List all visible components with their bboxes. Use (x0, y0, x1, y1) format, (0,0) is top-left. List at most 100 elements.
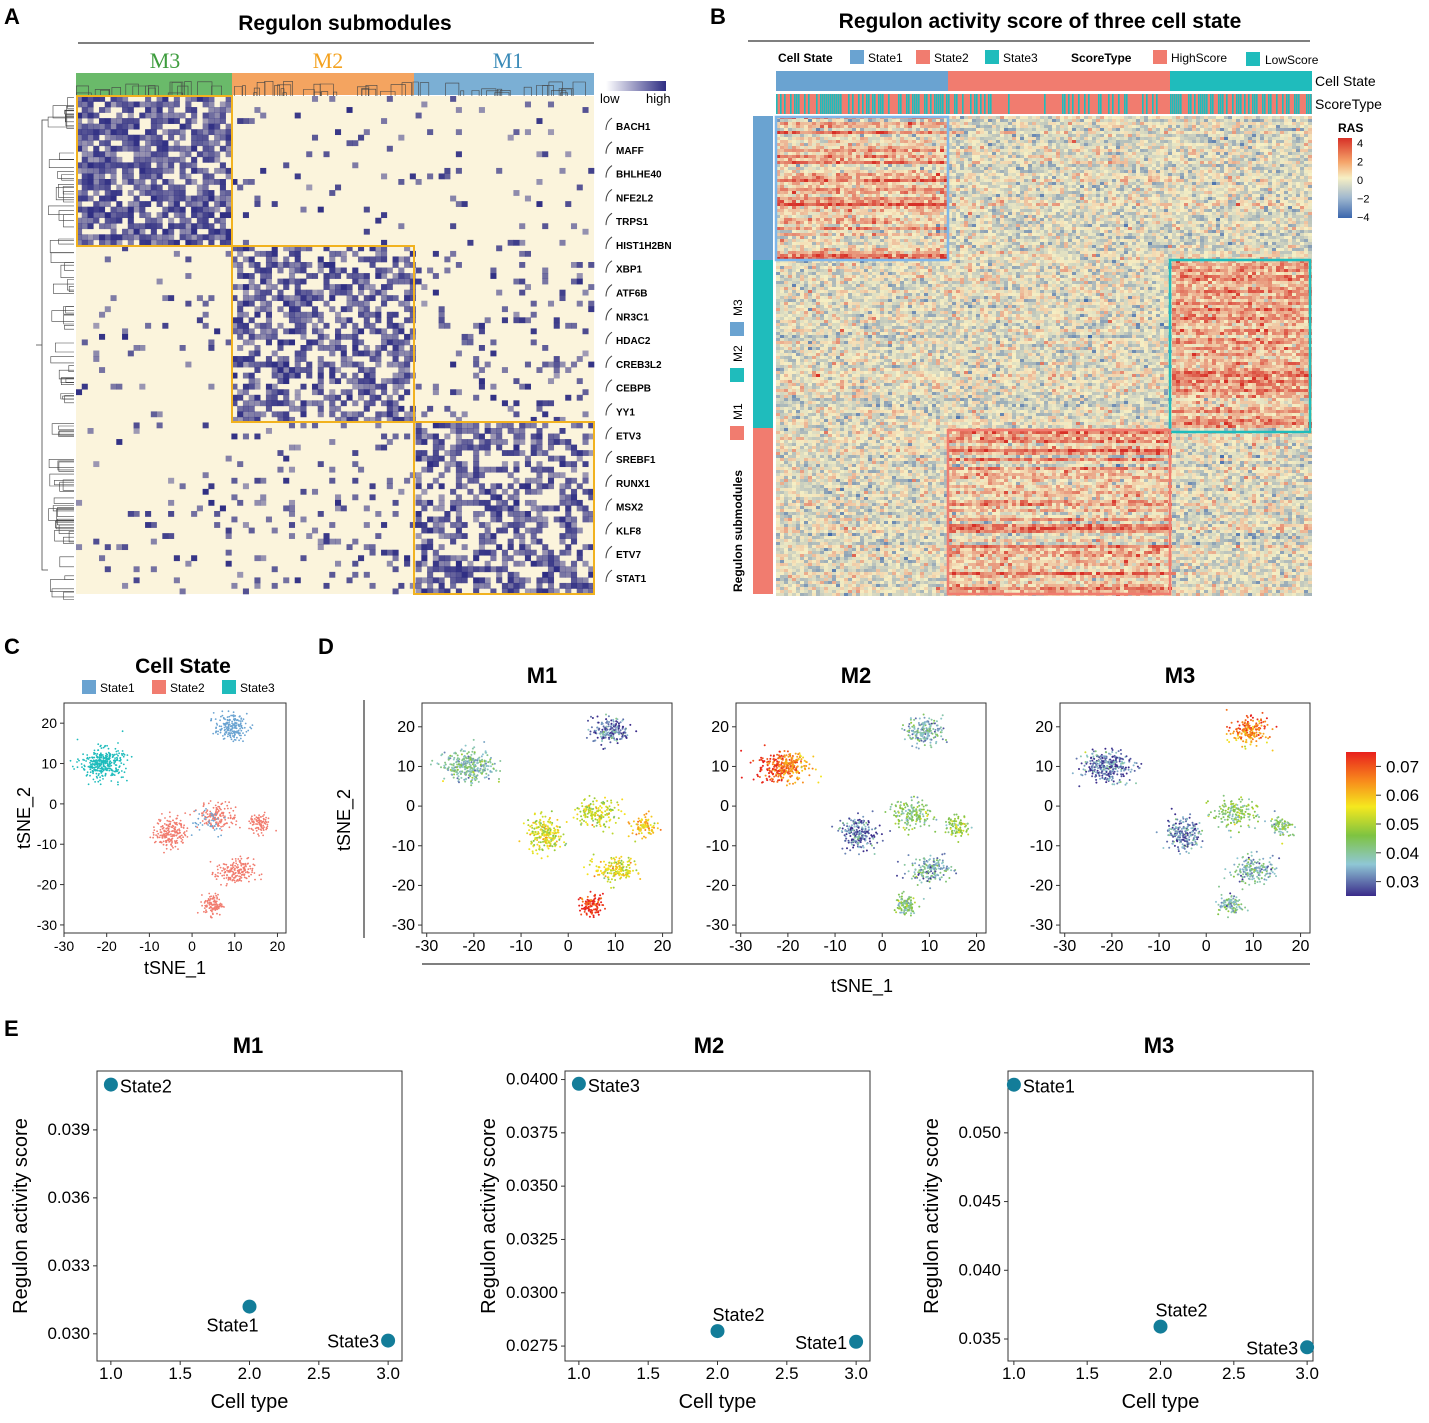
x-tick-label: 10 (606, 938, 624, 955)
e-point (104, 1078, 118, 1092)
ras-colorbar-ticks: 420−2−4 (1357, 138, 1370, 224)
regulon-label: HIST1H2BN (616, 241, 672, 252)
x-tick-label: 2.0 (706, 1364, 730, 1383)
e-title: M2 (694, 1033, 725, 1058)
y-tick-label: -10 (37, 836, 57, 852)
low-high-colorbar (606, 81, 666, 91)
x-tick-label: 2.5 (775, 1364, 799, 1383)
e-ylabel: Regulon activity score (478, 1118, 500, 1314)
d-colorbar-ticks: 0.070.060.050.040.03 (1376, 757, 1419, 891)
panel-letter-d: D (318, 634, 334, 659)
regulon-label: HDAC2 (616, 336, 651, 347)
ras-colorbar-title: RAS (1338, 121, 1363, 135)
row-group-title: Regulon submodules (731, 470, 745, 592)
legend-highscore: HighScore (1171, 51, 1227, 65)
y-tick-label: 20 (397, 719, 415, 736)
x-tick-label: -30 (415, 938, 438, 955)
module-bar-m1 (414, 73, 594, 95)
y-tick-label: 0.0400 (506, 1070, 558, 1089)
row-group-m2: M2 (731, 345, 745, 362)
x-tick-label: 0 (188, 938, 196, 954)
ras-tick: 2 (1357, 157, 1363, 169)
d-colorbar-tick: 0.04 (1386, 844, 1419, 863)
y-tick-label: 0 (720, 798, 729, 815)
panel-c: Cell State State1 State2 State3 -30 -20 -1… (14, 655, 286, 979)
legend-low: low (600, 91, 620, 106)
x-tick-label: -20 (97, 938, 117, 954)
e-plot-m2: M21.0 1.5 2.0 2.5 3.00.04000.03750.03500.032… (478, 1033, 870, 1413)
regulon-label: NFE2L2 (616, 193, 654, 204)
legend-state1: State1 (868, 51, 903, 65)
x-tick-label: 2.5 (1222, 1364, 1246, 1383)
panel-letter-c: C (4, 634, 20, 659)
module-label-m2: M2 (313, 48, 344, 73)
c-xlabel: tSNE_1 (144, 958, 206, 979)
c-legend-state1: State1 (100, 681, 135, 695)
ras-tick: 0 (1357, 175, 1363, 187)
e-point-label: State3 (1246, 1338, 1298, 1358)
d-title-m1: M1 (527, 663, 558, 688)
e-xlabel: Cell type (1122, 1391, 1200, 1413)
x-tick-label: 20 (1292, 938, 1310, 955)
x-tick-label: -30 (1053, 938, 1076, 955)
c-legend-state2: State2 (170, 681, 205, 695)
x-tick-label: 2.0 (1149, 1364, 1173, 1383)
panel-b: Regulon activity score of three cell sta… (730, 10, 1382, 596)
legend-title-score-type: ScoreType (1071, 51, 1132, 65)
x-tick-label: 0 (1202, 938, 1211, 955)
regulon-label: ATF6B (616, 289, 647, 300)
y-tick-label: -20 (392, 877, 415, 894)
y-tick-label: 0.045 (958, 1192, 1001, 1211)
e-point-label: State1 (795, 1333, 847, 1353)
regulon-label: TRPS1 (616, 217, 649, 228)
x-tick-label: -30 (54, 938, 74, 954)
regulon-label: MAFF (616, 146, 644, 157)
regulon-label: BHLHE40 (616, 170, 662, 181)
row-group-m3: M3 (731, 299, 745, 316)
e-title: M1 (233, 1033, 264, 1058)
y-tick-label: -30 (37, 917, 57, 933)
tsne-points (1072, 709, 1296, 918)
d-colorbar (1346, 752, 1376, 896)
y-tick-label: 0.0325 (506, 1229, 558, 1248)
row-label-cell-state: Cell State (1315, 73, 1376, 89)
legend-state3: State3 (1003, 51, 1038, 65)
x-tick-label: 2.0 (238, 1364, 262, 1383)
y-tick-label: -10 (392, 838, 415, 855)
regulon-label: SREBF1 (616, 455, 656, 466)
y-tick-label: -10 (1030, 838, 1053, 855)
e-point-label: State3 (327, 1332, 379, 1352)
regulon-label: MSX2 (616, 503, 644, 514)
y-tick-label: 10 (41, 756, 57, 772)
module-label-m3: M3 (150, 48, 181, 73)
panel-b-title: Regulon activity score of three cell sta… (839, 10, 1242, 33)
x-tick-label: -10 (1147, 938, 1170, 955)
d-title-m3: M3 (1165, 663, 1196, 688)
y-tick-label: -30 (1030, 917, 1053, 934)
y-tick-label: 0 (1044, 798, 1053, 815)
y-tick-label: 0.0275 (506, 1336, 558, 1355)
e-point (243, 1300, 257, 1314)
c-legend-state3: State3 (240, 681, 275, 695)
x-tick-label: -10 (509, 938, 532, 955)
y-tick-label: 0.040 (958, 1260, 1001, 1279)
x-tick-label: -20 (462, 938, 485, 955)
d-ylabel: tSNE_2 (334, 789, 355, 851)
y-tick-label: 0 (49, 796, 57, 812)
ras-tick: 4 (1357, 138, 1363, 150)
y-tick-label: 0.033 (47, 1256, 90, 1275)
x-tick-label: 20 (968, 938, 986, 955)
row-label-score-type: ScoreType (1315, 96, 1382, 112)
regulon-label: STAT1 (616, 574, 647, 585)
e-point (1154, 1320, 1168, 1334)
e-point-label: State3 (588, 1076, 640, 1096)
regulon-label: NR3C1 (616, 312, 649, 323)
e-ylabel: Regulon activity score (10, 1118, 32, 1314)
d-colorbar-tick: 0.03 (1386, 873, 1419, 892)
panel-c-title: Cell State (135, 655, 231, 678)
e-point (711, 1324, 725, 1338)
e-xlabel: Cell type (679, 1391, 757, 1413)
y-tick-label: 0.036 (47, 1188, 90, 1207)
y-tick-label: 10 (1035, 758, 1053, 775)
